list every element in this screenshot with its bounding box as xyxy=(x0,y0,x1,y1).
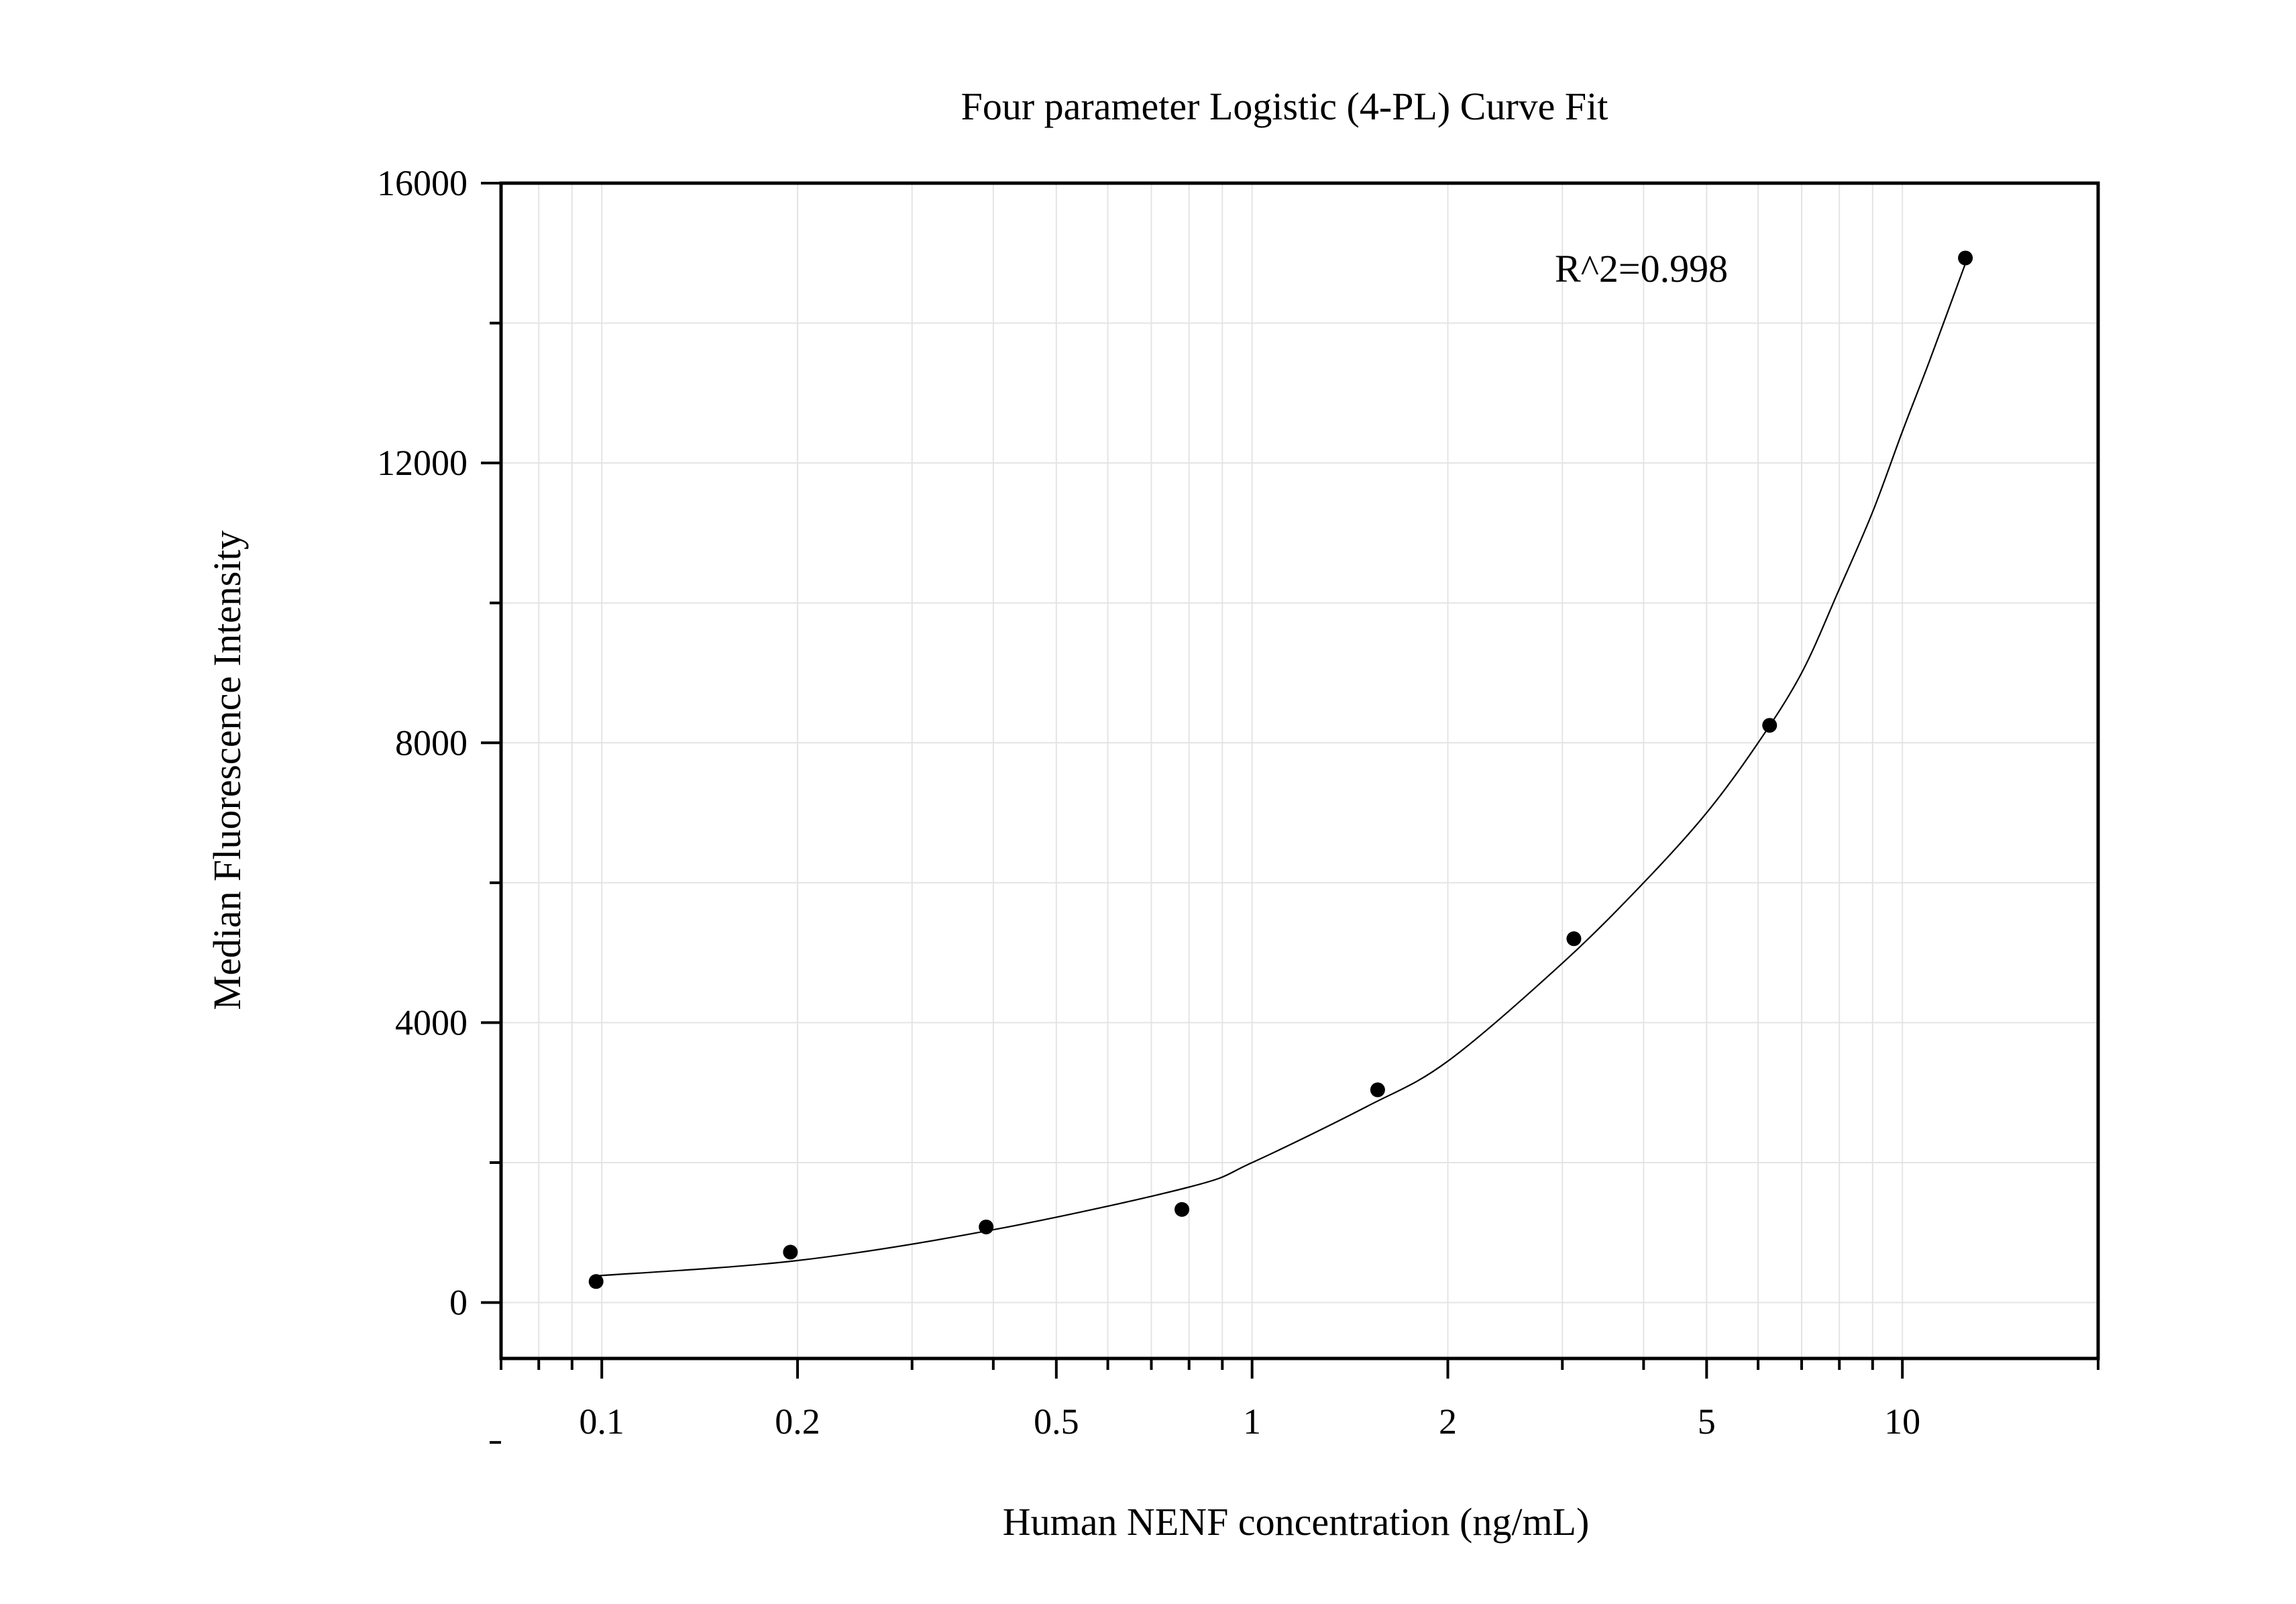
y-tick-label: 0 xyxy=(449,1283,468,1323)
r-squared-annotation: R^2=0.998 xyxy=(1555,247,1728,290)
data-point xyxy=(588,1274,604,1289)
x-tick-label: 0.1 xyxy=(579,1401,624,1442)
data-point xyxy=(979,1219,994,1234)
fit-curve xyxy=(596,263,1967,1277)
data-point xyxy=(1370,1082,1385,1098)
tick-labels: 0.1 0.2 0.5 1 2 5 10 0 4000 8000 12000 16000 xyxy=(377,163,1920,1442)
grid xyxy=(500,183,2099,1358)
y-axis-label: Median Fluorescence Intensity xyxy=(205,530,249,1010)
x-tick-label: 0.5 xyxy=(1034,1401,1079,1442)
data-point xyxy=(1566,931,1582,947)
x-tick-label: 5 xyxy=(1698,1401,1716,1442)
chart-title: Four parameter Logistic (4-PL) Curve Fit xyxy=(961,85,1608,128)
x-tick-label: 10 xyxy=(1884,1401,1920,1442)
data-points xyxy=(588,250,1973,1289)
y-tick-label: 8000 xyxy=(395,723,468,763)
data-point xyxy=(1174,1201,1190,1217)
data-point xyxy=(783,1244,798,1260)
x-tick-label: 0.2 xyxy=(775,1401,820,1442)
axis-ticks xyxy=(481,182,2099,1444)
data-point xyxy=(1762,718,1778,733)
x-axis-label: Human NENF concentration (ng/mL) xyxy=(1003,1500,1590,1544)
y-tick-label: 12000 xyxy=(377,443,468,483)
plot-frame xyxy=(499,181,2100,1360)
x-tick-label: 2 xyxy=(1439,1401,1457,1442)
y-tick-label: 4000 xyxy=(395,1002,468,1042)
data-point xyxy=(1958,250,1973,266)
y-tick-label: 16000 xyxy=(377,163,468,203)
x-tick-label: 1 xyxy=(1243,1401,1261,1442)
